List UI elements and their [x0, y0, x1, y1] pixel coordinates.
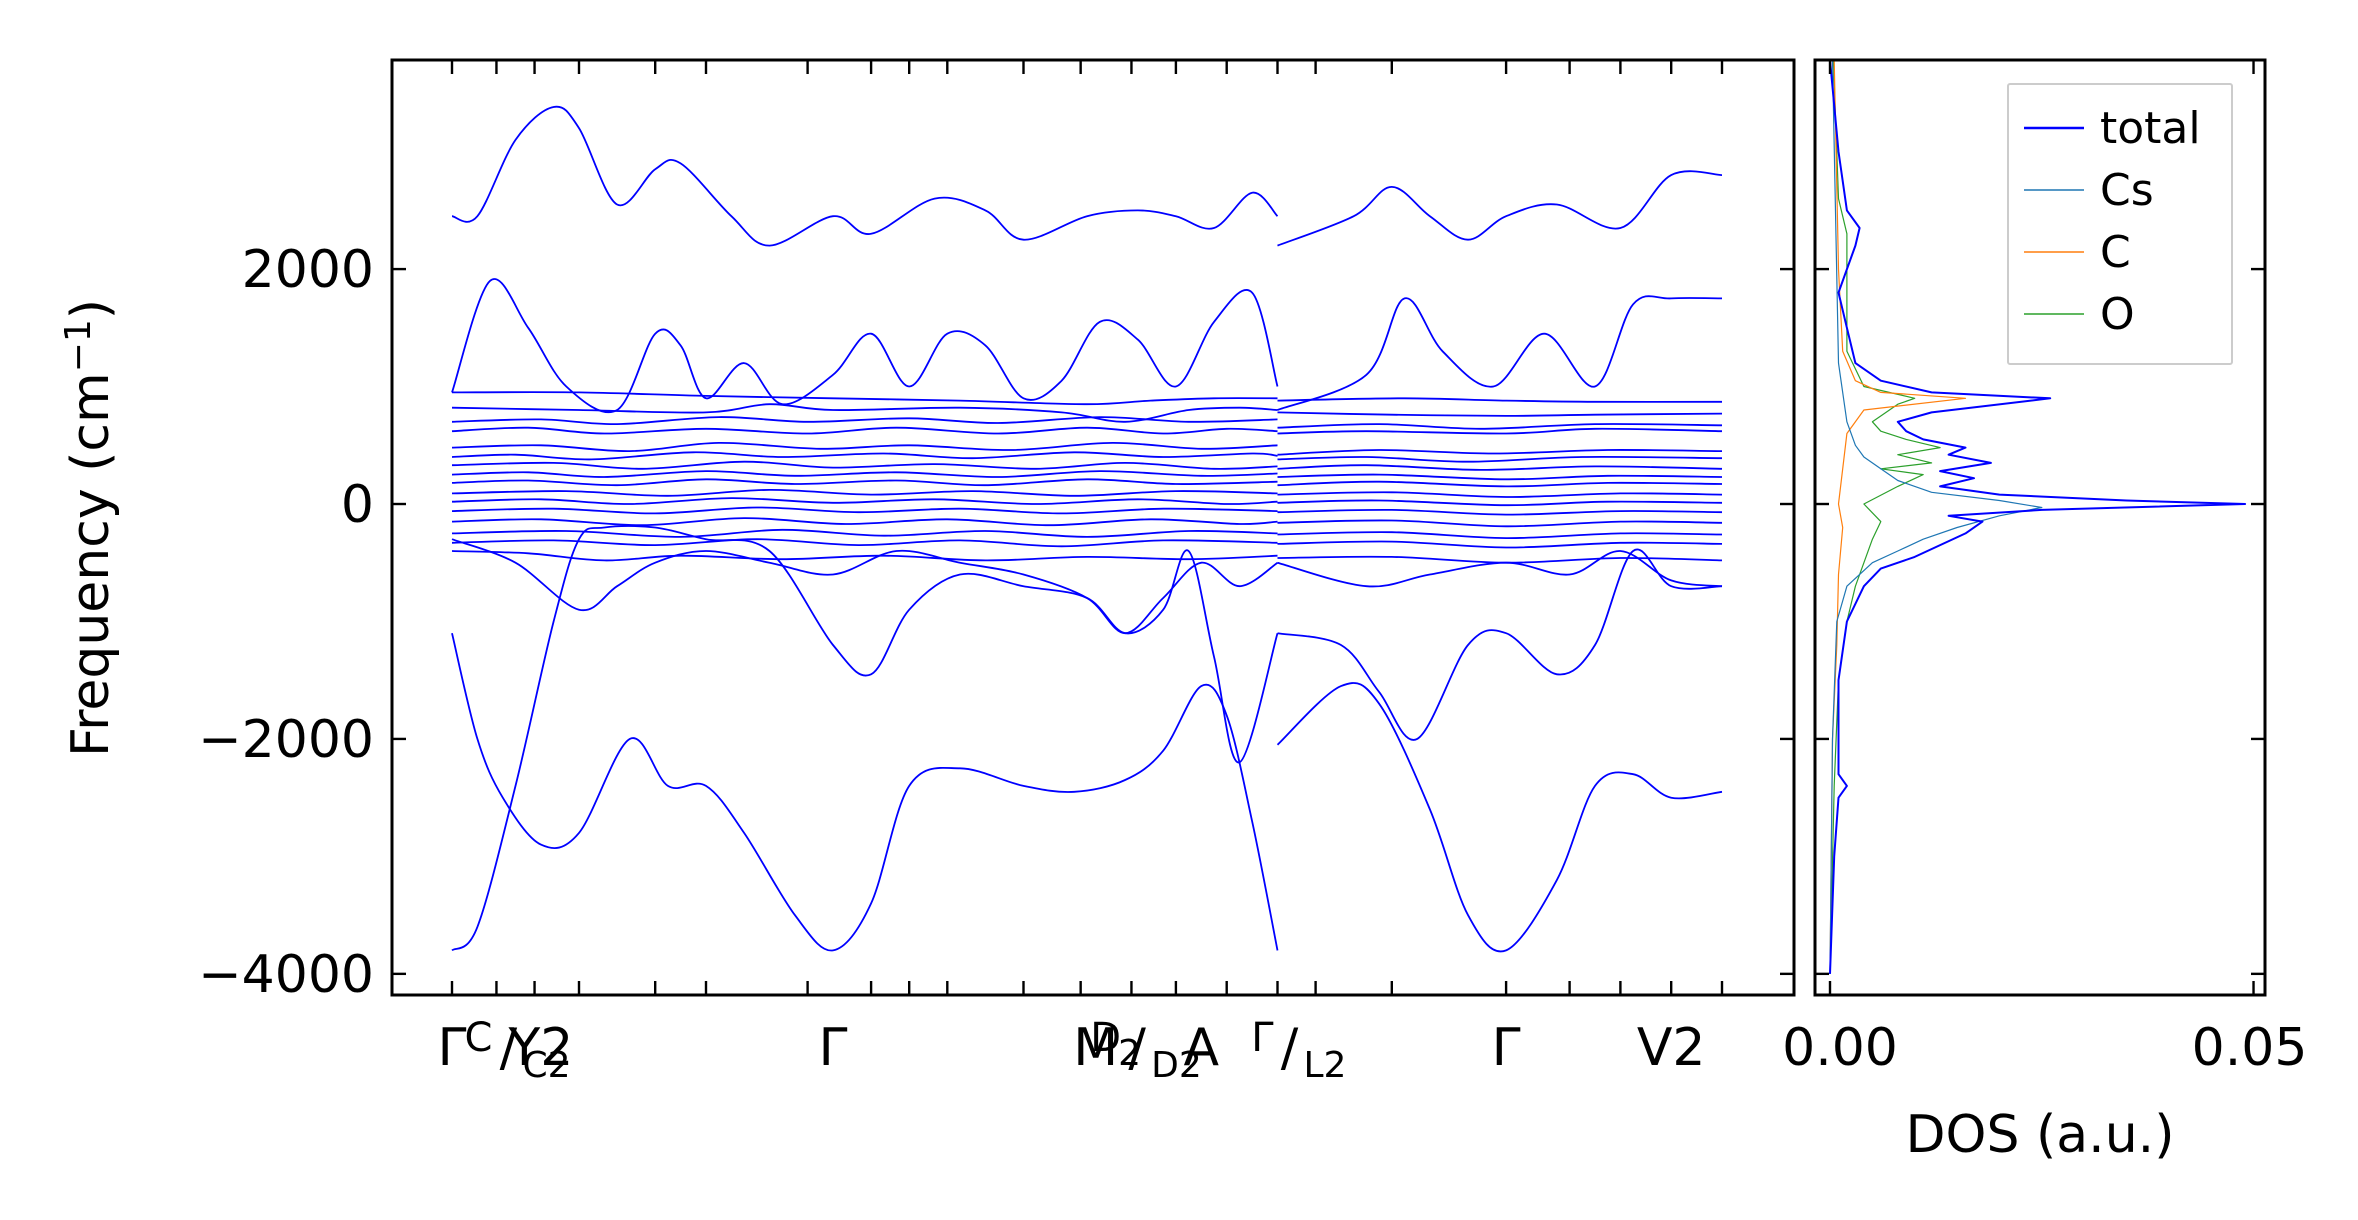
band-branch-opt-i-1	[1277, 508, 1723, 516]
band-branch-opt-g-0	[451, 488, 1278, 497]
label-denominator: L2	[1304, 1045, 1347, 1086]
band-branch-opt-k-0	[451, 528, 1278, 538]
label-numerator: C	[465, 1015, 493, 1061]
high-symmetry-label-text: Y2	[507, 1018, 573, 1078]
high-symmetry-label: M2D / D2	[1073, 1015, 1202, 1086]
legend-label-O: O	[2100, 289, 2135, 340]
dos-legend: total Cs CO	[2007, 83, 2233, 365]
band-branch-dip-1-1	[1277, 550, 1723, 588]
band-branch-top-1	[1277, 170, 1723, 247]
band-branch-opt-o-1	[1277, 455, 1723, 463]
dos-ticks	[1815, 60, 2265, 995]
band-branch-opt-o-0	[451, 451, 1278, 461]
label-numerator: Γ	[1251, 1015, 1274, 1061]
legend-label-Cs: Cs	[2100, 165, 2154, 216]
band-branch-opt-m-0	[451, 550, 1278, 562]
band-branch-opt-d-0	[451, 441, 1278, 453]
band-branch-opt-a-0	[451, 391, 1278, 406]
high-symmetry-label-text: Γ	[438, 1018, 467, 1078]
legend-label-total: total	[2100, 103, 2201, 154]
high-symmetry-label: Γ	[819, 1018, 848, 1078]
band-branch-opt-p-0	[451, 470, 1278, 478]
dos-series-total	[1829, 59, 2247, 974]
band-branch-opt-f-1	[1277, 480, 1723, 488]
dos-x-tick-labels: 0.00 0.05	[1782, 1018, 2307, 1078]
band-branch-opt-f-0	[451, 478, 1278, 487]
band-branch-opt-n-0	[451, 416, 1278, 426]
high-symmetry-label: V2	[1637, 1018, 1706, 1078]
band-branch-opt-c-0	[451, 426, 1278, 435]
label-slash: /	[1128, 1018, 1146, 1078]
band-axes-frame	[390, 58, 1796, 997]
band-y-tick-label: −2000	[198, 710, 374, 770]
band-branch-opt-l-1	[1277, 540, 1723, 549]
band-branch-acoustic-low-1	[1277, 548, 1723, 741]
high-symmetry-label-text: V2	[1637, 1018, 1706, 1078]
dos-x-tick-label: 0.00	[1782, 1018, 1898, 1078]
band-branch-opt-e-0	[451, 460, 1278, 470]
band-y-tick-label: −4000	[198, 945, 374, 1005]
dos-lines	[1829, 59, 2247, 974]
label-numerator: D	[1090, 1015, 1121, 1061]
band-branch-opt-a-1	[1277, 397, 1723, 403]
band-branch-opt-h-1	[1277, 499, 1723, 507]
label-slash: /	[1281, 1018, 1299, 1078]
high-symmetry-label-text: Γ	[819, 1018, 848, 1078]
dos-series-C	[1829, 59, 1967, 974]
band-branch-upper-optical-1-1	[1277, 295, 1723, 411]
band-x-ticks	[450, 60, 1724, 995]
band-branch-mid-1-1	[1276, 682, 1723, 953]
legend-frame	[2007, 83, 2233, 365]
band-branch-opt-n-1	[1277, 423, 1723, 430]
high-symmetry-label: Γ / L2	[1251, 1015, 1346, 1086]
label-denominator: C2	[522, 1045, 570, 1086]
band-branch-acoustic-low-0	[451, 525, 1279, 952]
label-subscript: 2	[1118, 1033, 1141, 1074]
high-symmetry-label: Γ	[438, 1018, 467, 1078]
band-y-tick-label: 0	[341, 475, 374, 535]
band-branch-upper-optical-1-0	[451, 278, 1279, 414]
high-symmetry-label: Y2	[507, 1018, 573, 1078]
dos-series-Cs	[1829, 59, 2043, 974]
dos-x-axis-label: DOS (a.u.)	[1906, 1105, 2175, 1165]
dos-axes-frame	[1813, 58, 2267, 997]
band-branch-top-0	[451, 105, 1279, 247]
high-symmetry-label: Γ	[1492, 1018, 1521, 1078]
band-branch-opt-g-1	[1277, 491, 1723, 498]
high-symmetry-label-text: A	[1184, 1018, 1220, 1078]
high-symmetry-label: A	[1184, 1018, 1220, 1078]
band-branch-opt-h-0	[451, 497, 1278, 505]
band-branch-opt-j-1	[1277, 519, 1723, 528]
band-branch-mid-1-0	[451, 632, 1279, 952]
legend-label-C: C	[2100, 227, 2131, 278]
band-y-tick-label: 2000	[242, 240, 374, 300]
band-branch-opt-b-0	[451, 403, 1278, 423]
band-branch-opt-k-1	[1277, 531, 1723, 540]
dos-x-tick-label: 0.05	[2192, 1018, 2308, 1078]
band-branch-opt-p-1	[1277, 473, 1723, 481]
band-branch-opt-j-0	[451, 517, 1278, 527]
band-y-ticks: −4000 −2000 0 2000	[198, 240, 1794, 1005]
band-branch-dip-1-0	[451, 538, 1279, 635]
band-branch-opt-e-1	[1277, 464, 1723, 471]
label-denominator: D2	[1151, 1045, 1202, 1086]
label-slash: /	[500, 1018, 518, 1078]
high-symmetry-label-text: Γ	[1492, 1018, 1521, 1078]
band-branch-opt-i-0	[451, 506, 1278, 515]
dos-series-O	[1829, 59, 1941, 974]
dos-panel: 0.00 0.05 DOS (a.u.) total Cs CO	[1782, 58, 2307, 1165]
band-lines	[451, 105, 1723, 953]
band-branch-opt-c-1	[1277, 427, 1723, 435]
band-branch-opt-b-1	[1277, 411, 1723, 417]
band-branch-opt-l-0	[451, 538, 1278, 548]
band-branch-opt-m-1	[1277, 555, 1723, 564]
band-branch-opt-d-1	[1277, 449, 1723, 456]
high-symmetry-label: C / C2	[465, 1015, 571, 1086]
band-y-axis-label: Frequency (cm−1)	[58, 299, 121, 757]
